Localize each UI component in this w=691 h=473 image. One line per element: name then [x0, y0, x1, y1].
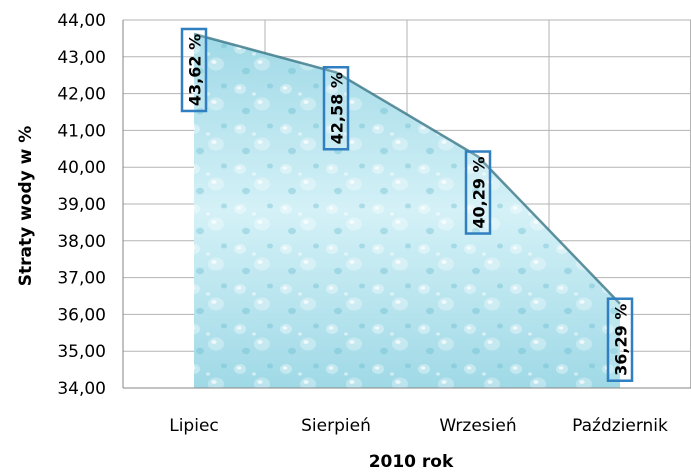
area-texture: [194, 33, 620, 388]
data-label: 42,58 %: [322, 66, 350, 151]
y-tick-label: 42,00: [57, 85, 106, 105]
y-tick-label: 39,00: [57, 195, 106, 215]
data-label-text: 36,29 %: [612, 304, 631, 376]
y-tick-label: 34,00: [57, 379, 106, 399]
data-label-text: 40,29 %: [470, 156, 489, 228]
data-label: 43,62 %: [180, 27, 208, 113]
y-tick-label: 35,00: [57, 342, 106, 362]
data-label-text: 43,62 %: [186, 34, 205, 106]
data-label-box: [606, 297, 634, 382]
y-tick-label: 38,00: [57, 232, 106, 252]
data-label-box: [322, 66, 350, 151]
area-series: [193, 32, 621, 388]
y-tick-label: 40,00: [57, 158, 106, 178]
x-category-label: Lipiec: [169, 416, 219, 436]
y-tick-label: 43,00: [57, 48, 106, 68]
y-tick-label: 41,00: [57, 121, 106, 141]
data-label-box: [464, 150, 492, 235]
data-label: 36,29 %: [606, 297, 634, 382]
x-category-label: Wrzesień: [439, 416, 516, 436]
x-category-label: Sierpień: [301, 416, 371, 436]
y-tick-label: 36,00: [57, 305, 106, 325]
data-labels: 43,62 % 42,58 % 40,29 % 36,29 %: [180, 27, 634, 382]
y-tick-label: 44,00: [57, 11, 106, 31]
y-axis-ticks: 34,00 35,00 36,00 37,00 38,00 39,00 40,00 41,00…: [57, 11, 106, 399]
x-axis-ticks: Lipiec Sierpień Wrzesień Październik: [169, 416, 668, 436]
axes: [122, 20, 691, 389]
y-axis-title: Straty wody w %: [16, 126, 36, 287]
data-label-box: [180, 27, 208, 113]
area-top-edge: [193, 32, 621, 305]
x-axis-title: 2010 rok: [369, 452, 454, 472]
x-category-label: Październik: [572, 416, 668, 436]
data-label: 40,29 %: [464, 150, 492, 235]
data-label-text: 42,58 %: [328, 72, 347, 144]
y-tick-label: 37,00: [57, 269, 106, 289]
